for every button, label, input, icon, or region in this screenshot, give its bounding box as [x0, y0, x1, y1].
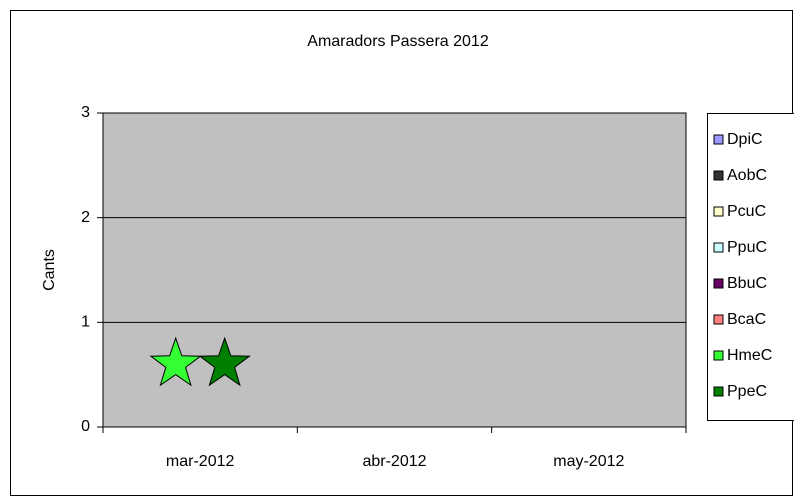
legend-swatch: [714, 387, 723, 396]
legend-swatch: [714, 315, 723, 324]
plot-area: [103, 113, 686, 427]
legend: [708, 114, 794, 421]
legend-swatch: [714, 351, 723, 360]
legend-label: BcaC: [727, 311, 766, 328]
legend-label: DpiC: [727, 131, 763, 148]
legend-swatch: [714, 135, 723, 144]
y-tick-label: 0: [81, 418, 90, 435]
legend-label: PpuC: [727, 239, 767, 256]
chart-title: Amaradors Passera 2012: [307, 33, 489, 50]
legend-label: HmeC: [727, 347, 772, 364]
legend-swatch: [714, 171, 723, 180]
x-tick-label: abr-2012: [362, 453, 426, 470]
y-tick-label: 2: [81, 209, 90, 226]
x-tick-label: mar-2012: [166, 453, 235, 470]
legend-swatch: [714, 243, 723, 252]
y-tick-label: 3: [81, 104, 90, 121]
legend-label: AobC: [727, 167, 767, 184]
y-tick-label: 1: [81, 314, 90, 331]
legend-label: BbuC: [727, 275, 767, 292]
legend-label: PpeC: [727, 383, 767, 400]
legend-label: PcuC: [727, 203, 766, 220]
legend-swatch: [714, 207, 723, 216]
x-tick-label: may-2012: [553, 453, 624, 470]
y-axis-label: Cants: [41, 249, 58, 291]
legend-swatch: [714, 279, 723, 288]
